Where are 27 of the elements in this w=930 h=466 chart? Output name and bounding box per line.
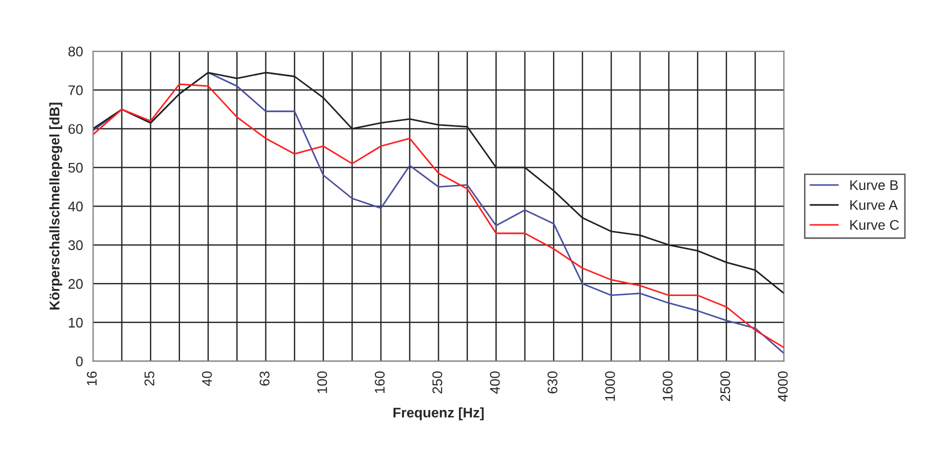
x-tick-label: 160 [374,371,385,393]
x-tick-label: 63 [260,371,270,386]
y-tick-label: 20 [68,279,83,289]
x-tick-label: 16 [86,371,97,386]
legend-label: Kurve C [850,220,899,230]
x-tick-label: 250 [432,371,442,394]
legend-label: Kurve B [850,180,898,190]
x-tick-label: 400 [490,371,500,394]
x-tick-label: 100 [317,371,328,393]
x-axis-title: Frequenz [Hz] [394,407,484,420]
y-tick-label: 40 [68,202,83,212]
legend-label: Kurve A [850,200,898,210]
y-tick-label: 50 [68,162,83,173]
x-tick-label: 40 [202,371,212,386]
y-axis-title: Körperschallschnellepegel [dB] [49,102,62,310]
x-tick-label: 25 [144,371,154,386]
x-tick-label: 630 [548,371,558,394]
x-tick-label: 1000 [605,371,615,401]
x-tick-label: 1600 [662,371,673,401]
y-tick-label: 70 [68,85,83,96]
x-tick-label: 2500 [720,371,730,402]
y-tick-label: 10 [68,318,83,328]
y-tick-label: 80 [68,46,83,56]
y-tick-label: 60 [68,124,83,134]
y-tick-label: 0 [76,356,83,366]
x-tick-label: 4000 [778,371,788,402]
y-tick-label: 30 [68,240,83,250]
